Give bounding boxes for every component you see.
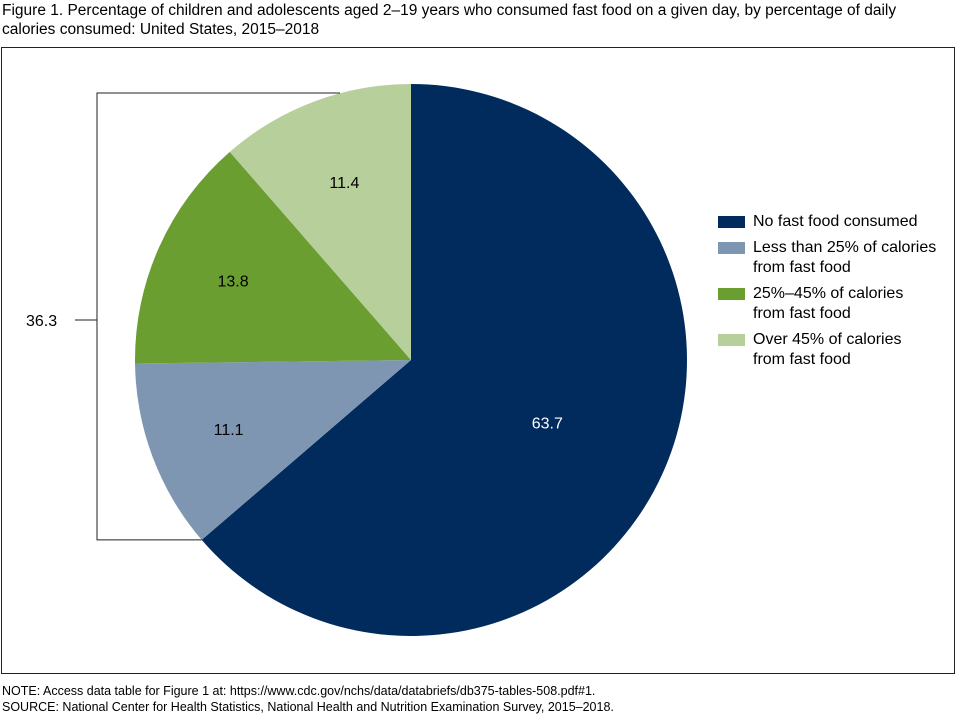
pie-slice xyxy=(135,151,411,364)
chart-frame xyxy=(1,47,955,674)
legend: No fast food consumed Less than 25% of c… xyxy=(718,212,938,376)
legend-item: Less than 25% of calories from fast food xyxy=(718,238,938,278)
legend-item: Over 45% of calories from fast food xyxy=(718,330,938,370)
slice-data-label: 11.4 xyxy=(329,175,359,192)
legend-item: 25%–45% of calories from fast food xyxy=(718,284,938,324)
legend-swatch xyxy=(718,334,745,346)
pie-slice xyxy=(135,360,411,540)
legend-label: Less than 25% of calories from fast food xyxy=(753,239,937,276)
legend-label: No fast food consumed xyxy=(753,213,918,230)
slice-data-label: 63.7 xyxy=(532,416,563,433)
source-text: SOURCE: National Center for Health Stati… xyxy=(2,700,614,714)
note-text: NOTE: Access data table for Figure 1 at:… xyxy=(2,684,596,698)
legend-label: Over 45% of calories from fast food xyxy=(753,331,902,368)
legend-label: 25%–45% of calories from fast food xyxy=(753,285,904,322)
pie-slice xyxy=(201,84,687,636)
legend-item: No fast food consumed xyxy=(718,212,938,232)
pie-slice xyxy=(229,84,411,360)
chart-title: Figure 1. Percentage of children and ado… xyxy=(2,2,897,38)
legend-swatch xyxy=(718,288,745,300)
annotation-label: 36.3 xyxy=(26,313,57,330)
annotation-bracket xyxy=(96,92,340,541)
legend-swatch xyxy=(718,216,745,228)
legend-swatch xyxy=(718,242,745,254)
slice-data-label: 11.1 xyxy=(214,422,244,439)
slice-data-label: 13.8 xyxy=(217,273,248,290)
